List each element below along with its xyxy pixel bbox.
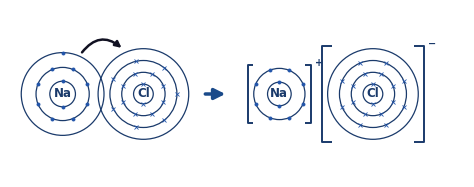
Text: Cl: Cl [137, 88, 150, 100]
Text: Cl: Cl [366, 88, 379, 100]
Text: +: + [315, 59, 323, 68]
Text: −: − [428, 39, 436, 49]
Text: Na: Na [270, 88, 288, 100]
Text: Na: Na [54, 88, 72, 100]
